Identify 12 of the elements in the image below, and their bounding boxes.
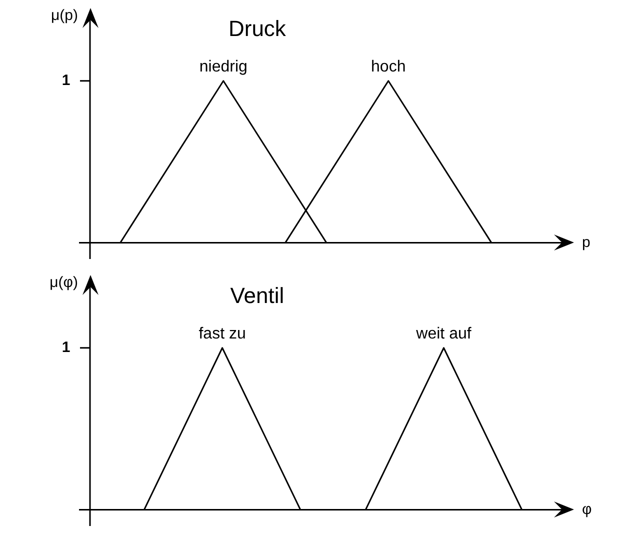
chart-title: Ventil	[230, 283, 284, 308]
x-axis-title: p	[582, 234, 590, 251]
x-axis-title: φ	[582, 500, 592, 518]
series-label: fast zu	[198, 325, 246, 342]
series-label: niedrig	[199, 58, 248, 76]
series-label: weit auf	[415, 325, 472, 342]
text: 1	[62, 339, 70, 356]
y-axis-title: μ(p)	[51, 7, 78, 24]
text: 1	[62, 72, 70, 90]
y-axis-title: μ(φ)	[50, 274, 78, 292]
series-label: hoch	[371, 58, 406, 76]
chart-title: Druck	[228, 16, 287, 41]
